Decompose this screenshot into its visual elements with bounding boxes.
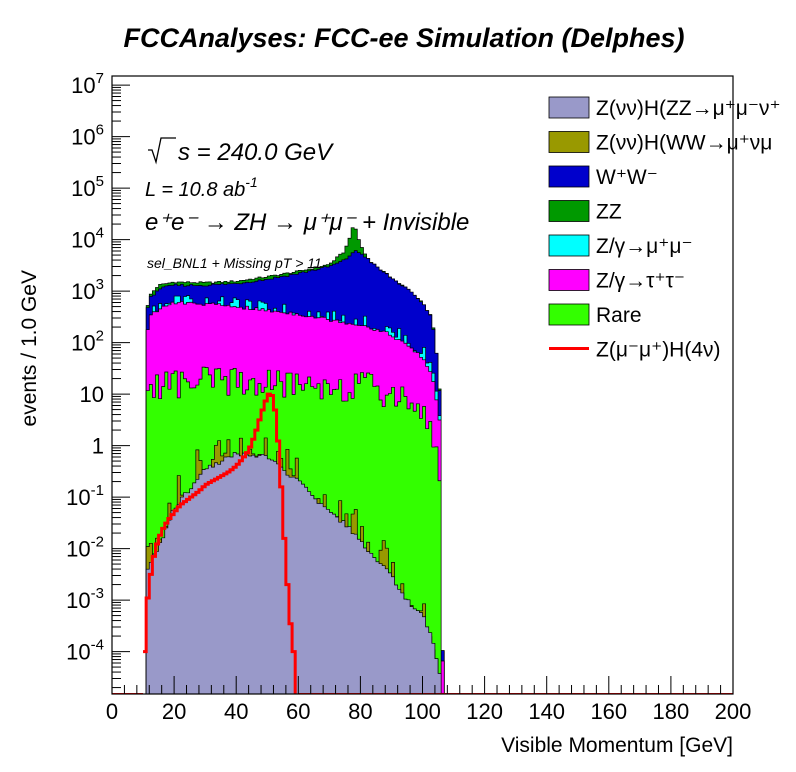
sqrt-sign-icon [148, 137, 176, 165]
legend-label: Z/γ→μ⁺μ⁻ [596, 235, 693, 258]
x-axis-label: Visible Momentum [GeV] [501, 734, 733, 757]
signal-line [112, 392, 733, 694]
x-tick-label: 80 [348, 699, 372, 724]
plot-area [145, 227, 445, 694]
x-tick-label: 40 [224, 699, 248, 724]
y-axis-label: events / 1.0 GeV [18, 270, 41, 426]
selection-annotation: sel_BNL1 + Missing pT > 11 [147, 255, 322, 271]
sqrts-annotation: s = 240.0 GeV [178, 139, 334, 166]
legend-swatch [548, 96, 590, 119]
process-annotation: e⁺e⁻ → ZH → μ⁺μ⁻ + Invisible [145, 209, 469, 236]
y-tick-label: 105 [71, 173, 104, 201]
y-tick-label: 10-1 [66, 482, 104, 510]
legend-label: Z(νν)H(WW→μ⁺νμ [596, 132, 772, 155]
annotation-block: s = 240.0 GeV L = 10.8 ab-1 e⁺e⁻ → ZH → … [145, 137, 469, 271]
x-tick-label: 60 [286, 699, 310, 724]
x-tick-label: 200 [715, 699, 752, 724]
y-tick-label: 103 [71, 276, 104, 304]
legend-label: W⁺W⁻ [596, 166, 658, 189]
y-tick-label: 106 [71, 122, 104, 150]
chart-title: FCCAnalyses: FCC-ee Simulation (Delphes) [123, 23, 684, 53]
legend: Z(νν)H(ZZ→μ⁺μ⁻ν⁺ Z(νν)H(WW→μ⁺νμ W⁺W⁻ ZZ Z/γ→… [548, 96, 781, 362]
signal-layer [112, 392, 733, 694]
x-tick-label: 20 [162, 699, 186, 724]
y-tick-label: 10-3 [66, 585, 104, 613]
legend-swatch [548, 131, 590, 153]
x-tick-label: 160 [590, 699, 627, 724]
legend-swatch [548, 234, 590, 257]
x-tick-label: 140 [528, 699, 565, 724]
lumi-annotation: L = 10.8 ab-1 [145, 174, 258, 201]
y-tick-label: 10-4 [66, 637, 104, 665]
legend-swatch [548, 303, 590, 326]
legend-label: Rare [596, 304, 642, 327]
y-tick-label: 10-2 [66, 534, 104, 562]
legend-label: Z/γ→τ⁺τ⁻ [596, 270, 685, 293]
stack-zvvh-zz-area [145, 452, 442, 694]
y-tick-label: 104 [71, 225, 104, 253]
x-tick-label: 100 [404, 699, 441, 724]
legend-swatch [548, 269, 590, 291]
x-tick-label: 0 [106, 699, 118, 724]
x-axis: 0 20 40 60 80 100 120 140 160 180 200 [106, 676, 751, 724]
x-tick-label: 180 [653, 699, 690, 724]
y-tick-label: 1 [92, 434, 104, 459]
y-tick-label: 102 [71, 328, 104, 356]
legend-label: Z(μ⁻μ⁺)H(4ν) [596, 339, 721, 362]
legend-swatch [548, 200, 590, 222]
legend-label: Z(νν)H(ZZ→μ⁺μ⁻ν⁺ [596, 97, 781, 120]
x-tick-label: 120 [466, 699, 503, 724]
y-tick-label: 10 [80, 382, 104, 407]
legend-swatch [548, 165, 590, 188]
legend-label: ZZ [596, 201, 622, 224]
y-tick-label: 107 [71, 70, 104, 98]
